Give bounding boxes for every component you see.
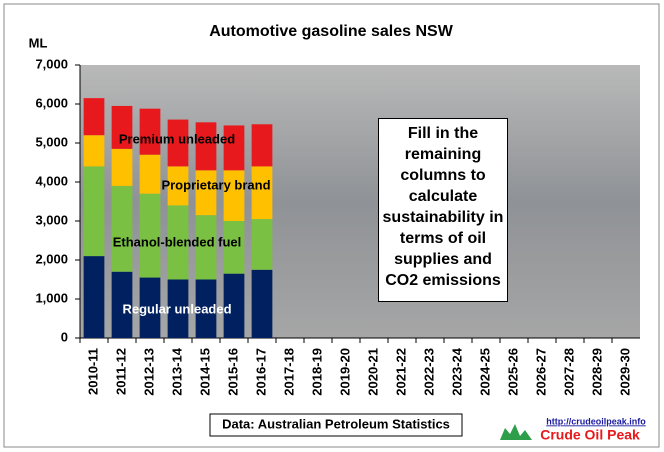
bar-segment: [223, 273, 245, 338]
series-label: Ethanol-blended fuel: [113, 234, 242, 249]
x-tick-label: 2017-18: [281, 348, 296, 396]
bar-segment: [167, 119, 189, 167]
bar-segment: [223, 170, 245, 221]
x-tick-label: 2028-29: [589, 348, 604, 396]
series-label: Premium unleaded: [119, 131, 235, 146]
bar-segment: [139, 154, 161, 194]
logo-url: http://crudeoilpeak.info: [546, 416, 646, 426]
bar-segment: [223, 125, 245, 171]
chart-title: Automotive gasoline sales NSW: [209, 23, 454, 40]
source-box: [209, 413, 463, 437]
x-tick-label: 2013-14: [169, 347, 184, 395]
bar-segment: [83, 166, 105, 257]
bar-segment: [139, 108, 161, 155]
bar-segment: [223, 221, 245, 274]
bar-segment: [195, 122, 217, 171]
x-tick-label: 2012-13: [141, 348, 156, 396]
y-tick-label: 3,000: [35, 212, 68, 227]
x-tick-label: 2015-16: [225, 348, 240, 396]
x-tick-label: 2021-22: [393, 348, 408, 396]
x-tick-label: 2010-11: [85, 348, 100, 395]
bar-segment: [251, 166, 273, 220]
y-tick-label: 6,000: [35, 95, 68, 110]
y-tick-label: 4,000: [35, 173, 68, 188]
bar-segment: [111, 271, 133, 338]
x-tick-label: 2020-21: [365, 348, 380, 396]
logo-icon: [500, 424, 532, 440]
marks: 0 1,000 2,000 3,000 4,000 5,000 6,000 7,000 2010…: [35, 56, 640, 396]
bar-segment: [167, 279, 189, 338]
bar-segment: [111, 105, 133, 149]
bar-segment: [111, 185, 133, 272]
series-label: Regular unleaded: [122, 301, 231, 316]
bar-segment: [195, 215, 217, 280]
series-label: Proprietary brand: [161, 177, 270, 192]
bar-segment: [83, 98, 105, 136]
bar-segment: [83, 135, 105, 167]
bar-segment: [195, 170, 217, 216]
x-tick-label: 2011-12: [113, 348, 128, 395]
x-tick-label: 2019-20: [337, 348, 352, 396]
bar-segment: [83, 256, 105, 338]
bar-segment: [167, 205, 189, 280]
annotation-box: Fill in the remaining columns to calcula…: [378, 118, 508, 302]
x-tick-label: 2018-19: [309, 348, 324, 396]
y-axis-label: ML: [29, 35, 48, 50]
y-tick-label: 5,000: [35, 134, 68, 149]
x-tick-label: 2026-27: [533, 348, 548, 396]
x-tick-label: 2014-15: [197, 348, 212, 396]
bar-segment: [251, 124, 273, 167]
bar-segment: [111, 148, 133, 186]
annotation: Fill in the remaining columns to calcula…: [378, 118, 508, 302]
y-tick-label: 1,000: [35, 290, 68, 305]
bar-segment: [167, 166, 189, 206]
x-tick-label: 2024-25: [477, 348, 492, 396]
bar-segment: [195, 279, 217, 338]
y-tick-label: 2,000: [35, 251, 68, 266]
y-tick-label: 7,000: [35, 56, 68, 71]
x-tick-label: 2029-30: [617, 348, 632, 396]
y-tick-label: 0: [61, 329, 68, 344]
bar-segment: [251, 269, 273, 338]
logo-name: Crude Oil Peak: [540, 427, 640, 443]
bar-segment: [251, 219, 273, 270]
source: Data: Australian Petroleum Statistics: [222, 416, 450, 431]
x-tick-label: 2027-28: [561, 348, 576, 396]
bar-segment: [139, 277, 161, 338]
x-tick-label: 2022-23: [421, 348, 436, 396]
x-tick-label: 2016-17: [253, 348, 268, 396]
plot-background: [80, 65, 640, 338]
x-tick-label: 2025-26: [505, 348, 520, 396]
x-tick-label: 2023-24: [449, 347, 464, 395]
bar-segment: [139, 193, 161, 278]
